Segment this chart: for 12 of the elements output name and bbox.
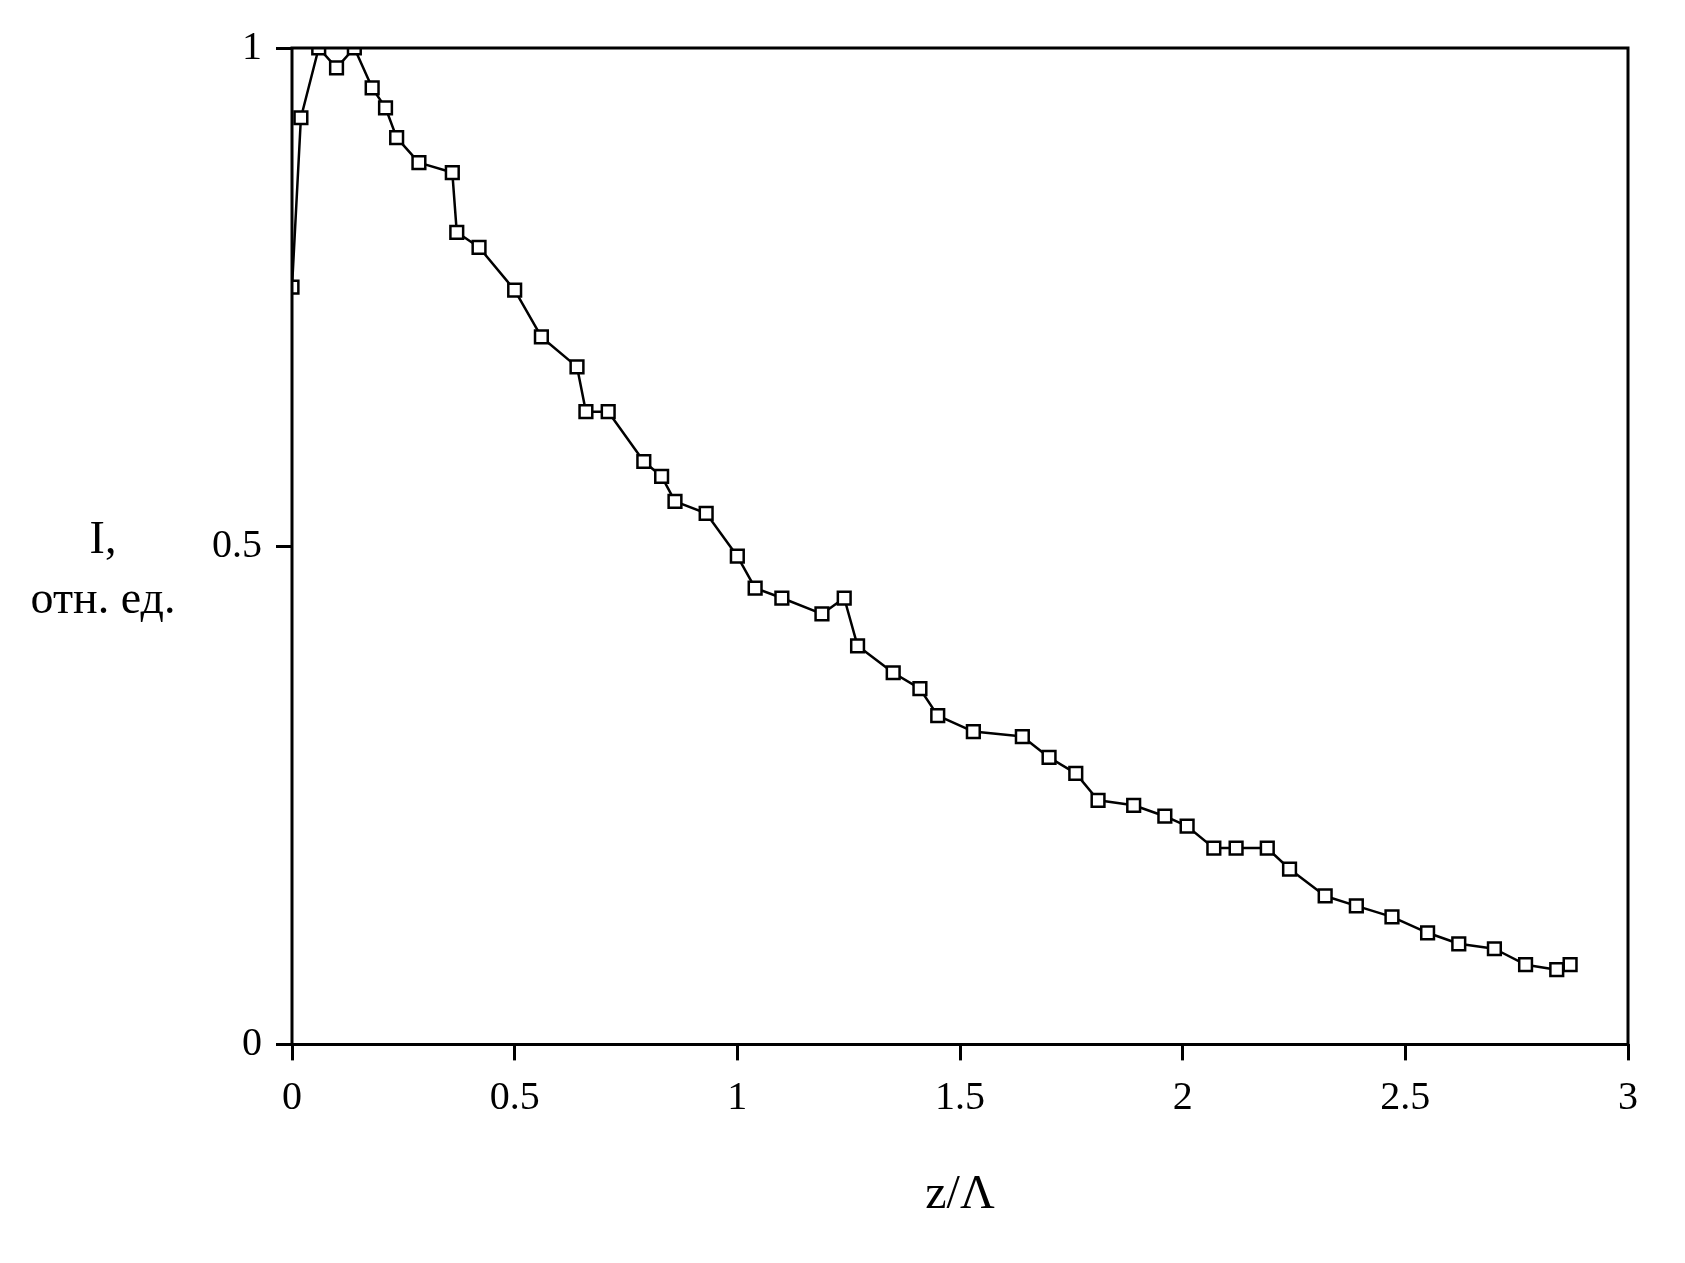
x-tick-label: 1 bbox=[727, 1072, 748, 1118]
y-axis-title: I, отн. ед. bbox=[29, 511, 177, 625]
y-tick-label: 1 bbox=[242, 22, 262, 68]
x-tick-label: 2 bbox=[1172, 1072, 1193, 1118]
x-axis-title: z/Λ bbox=[925, 1164, 995, 1218]
x-tick-label: 2.5 bbox=[1380, 1072, 1431, 1118]
y-tick-label: 0 bbox=[242, 1018, 262, 1064]
y-tick-label: 0.5 bbox=[212, 520, 262, 566]
x-tick-label: 3 bbox=[1618, 1072, 1638, 1118]
x-tick-label: 0.5 bbox=[489, 1072, 540, 1118]
x-tick-label: 0 bbox=[282, 1072, 302, 1118]
x-tick-label: 1.5 bbox=[935, 1072, 985, 1118]
